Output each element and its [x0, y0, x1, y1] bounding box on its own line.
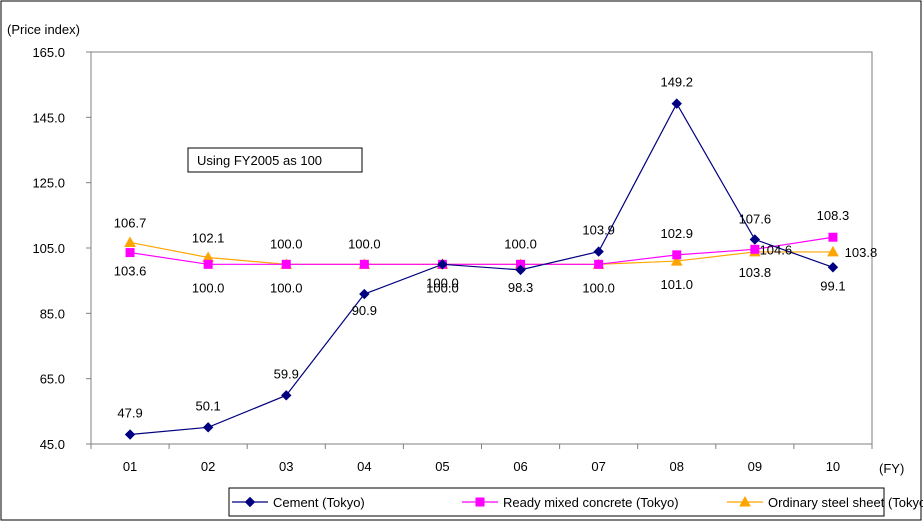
data-label-steel-sheet: 103.8 [739, 265, 772, 280]
data-point-ready-mixed-concrete [672, 250, 682, 260]
data-label-ready-mixed-concrete: 100.0 [504, 236, 537, 251]
data-label-cement: 107.6 [739, 212, 772, 227]
data-label-ready-mixed-concrete: 104.6 [760, 242, 793, 257]
data-label-cement: 99.1 [820, 278, 845, 293]
legend-label: Ordinary steel sheet (Tokyo) [768, 495, 923, 510]
y-unit-label: (Price index) [7, 22, 80, 37]
data-point-steel-sheet [827, 245, 839, 257]
data-point-ready-mixed-concrete [125, 248, 135, 258]
data-point-ready-mixed-concrete [750, 244, 760, 254]
data-point-ready-mixed-concrete [281, 259, 291, 269]
x-tick-label: 02 [201, 459, 215, 474]
x-tick-label: 04 [357, 459, 371, 474]
y-tick-label: 105.0 [32, 241, 65, 256]
legend-item-cement: Cement (Tokyo) [232, 495, 365, 510]
legend-marker [244, 496, 256, 508]
data-label-cement: 100.0 [426, 275, 459, 290]
data-point-cement [671, 98, 682, 109]
data-label-ready-mixed-concrete: 100.0 [348, 236, 381, 251]
y-tick-label: 85.0 [40, 306, 65, 321]
y-tick-label: 145.0 [32, 110, 65, 125]
data-label-cement: 50.1 [195, 398, 220, 413]
data-label-ready-mixed-concrete: 100.0 [582, 280, 615, 295]
data-point-ready-mixed-concrete [203, 259, 213, 269]
data-point-cement [593, 246, 604, 257]
data-label-cement: 103.9 [582, 223, 615, 238]
data-label-cement: 149.2 [660, 75, 693, 90]
data-point-cement [359, 288, 370, 300]
data-label-steel-sheet: 103.8 [845, 245, 878, 260]
legend-label: Cement (Tokyo) [273, 495, 365, 510]
data-point-ready-mixed-concrete [828, 232, 838, 242]
data-point-cement [281, 390, 292, 401]
annotation-text: Using FY2005 as 100 [197, 153, 322, 168]
annotation-frame [187, 147, 363, 173]
x-tick-label: 08 [670, 459, 684, 474]
data-label-ready-mixed-concrete: 108.3 [817, 208, 850, 223]
data-label-ready-mixed-concrete: 100.0 [192, 280, 225, 295]
axes: 165.0 145.0 125.0 105.0 85.0 65.0 45.0 01 02 03 04… [32, 45, 873, 474]
legend-marker [739, 495, 751, 507]
data-point-cement [124, 429, 136, 440]
x-unit-label: (FY) [879, 461, 904, 476]
data-label-ready-mixed-concrete: 103.6 [114, 264, 147, 279]
data-label-cement: 47.9 [117, 406, 142, 421]
data-point-steel-sheet [124, 236, 136, 247]
legend-label: Ready mixed concrete (Tokyo) [503, 495, 679, 510]
data-point-cement [749, 234, 761, 245]
x-tick-label: 05 [435, 459, 449, 474]
x-tick-label: 09 [748, 459, 762, 474]
x-tick-label: 10 [826, 459, 840, 474]
data-label-ready-mixed-concrete: 102.9 [660, 226, 693, 241]
legend-item-steel-sheet: Ordinary steel sheet (Tokyo) [727, 495, 923, 510]
y-tick-label: 45.0 [40, 437, 65, 452]
x-tick-label: 06 [513, 459, 527, 474]
y-tick-label: 165.0 [32, 45, 65, 60]
x-tick-label: 07 [591, 459, 605, 474]
data-label-cement: 90.9 [352, 303, 377, 318]
y-tick-label: 65.0 [40, 372, 65, 387]
series-line-ready-mixed-concrete [129, 236, 834, 265]
x-tick-label: 03 [279, 459, 293, 474]
data-label-cement: 59.9 [274, 366, 299, 381]
data-label-cement: 98.3 [508, 280, 533, 295]
legend: Cement (Tokyo) Ready mixed concrete (Toky… [228, 487, 923, 517]
annotation-box: Using FY2005 as 100 [187, 147, 363, 173]
series-cement [124, 98, 839, 440]
data-label-shared: 100.0 [426, 280, 459, 295]
data-label-steel-sheet: 102.1 [192, 230, 225, 245]
y-tick-label: 125.0 [32, 176, 65, 191]
data-point-cement [515, 264, 526, 276]
data-label-steel-sheet: 100.0 [270, 236, 303, 251]
data-labels-layer: 47.9 50.1 59.9 90.9 100.0 98.3 103.9 149.2 107.6… [114, 75, 877, 421]
data-point-cement [202, 422, 214, 433]
data-point-steel-sheet [670, 255, 683, 266]
data-point-ready-mixed-concrete [594, 259, 604, 269]
data-label-steel-sheet: 106.7 [114, 215, 147, 230]
x-tick-label: 01 [123, 459, 137, 474]
series-layer [124, 98, 839, 440]
data-label-steel-sheet: 101.0 [660, 277, 693, 292]
data-point-cement [437, 259, 448, 270]
legend-item-ready-mixed-concrete: Ready mixed concrete (Tokyo) [462, 495, 679, 510]
legend-marker [475, 497, 485, 507]
plot-area [90, 51, 873, 445]
series-line-cement [129, 102, 834, 436]
legend-frame [228, 487, 885, 517]
data-label-ready-mixed-concrete: 100.0 [270, 280, 303, 295]
data-point-ready-mixed-concrete [359, 259, 369, 269]
data-point-cement [827, 262, 839, 273]
